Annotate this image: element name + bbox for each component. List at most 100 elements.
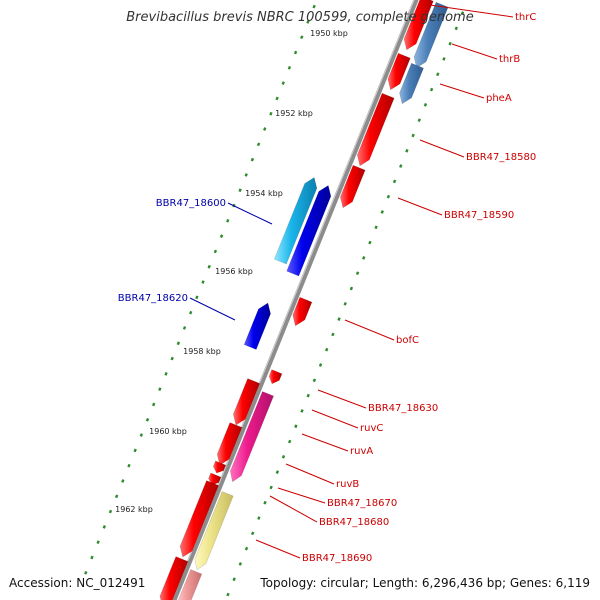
inner-tick-track	[238, 188, 242, 193]
outer-tick-track	[275, 470, 280, 474]
inner-tick-track	[250, 157, 255, 162]
outer-tick-track	[411, 133, 415, 138]
outer-tick-track	[318, 363, 323, 367]
outer-tick-track	[423, 103, 428, 107]
gene-label-leader	[397, 197, 443, 216]
inner-tick-track	[176, 341, 181, 346]
outer-tick-track	[374, 225, 378, 230]
inner-tick-track	[201, 280, 205, 284]
gene-label-leader	[344, 319, 395, 341]
inner-tick-track	[84, 570, 88, 575]
inner-tick-track	[219, 234, 224, 238]
gene-label-leader	[439, 83, 485, 99]
gene-label: bofC	[396, 335, 419, 346]
tick-label: 1950 kbp	[310, 29, 348, 38]
inner-tick-track	[269, 111, 273, 116]
outer-tick-track	[349, 286, 354, 291]
inner-tick-track	[121, 479, 125, 483]
gene-label-leader	[277, 487, 326, 504]
gene-label: thrB	[499, 54, 520, 65]
gene-label-leader	[227, 202, 273, 225]
outer-tick-track	[442, 57, 446, 61]
outer-tick-track	[362, 256, 366, 260]
outer-tick-track	[429, 87, 434, 92]
outer-tick-track	[232, 577, 236, 582]
gene-label-leader	[255, 539, 301, 559]
gene-bofC	[268, 369, 283, 385]
inner-tick-track	[293, 50, 298, 55]
inner-tick-track	[145, 417, 150, 422]
outer-tick-track	[343, 301, 347, 306]
outer-tick-track	[392, 179, 397, 184]
inner-tick-track	[108, 509, 113, 514]
gene-label: BBR47_18630	[368, 403, 438, 414]
tick-label: 1954 kbp	[245, 189, 283, 198]
gene-pink-track	[178, 569, 203, 600]
inner-tick-track	[96, 540, 100, 545]
gene-label: ruvB	[336, 479, 359, 490]
gene-label-leader	[269, 495, 318, 523]
outer-tick-track	[312, 378, 317, 383]
gene-label: BBR47_18600	[156, 198, 226, 209]
outer-tick-track	[417, 118, 421, 123]
tick-label: 1958 kbp	[183, 347, 221, 356]
outer-tick-track	[337, 317, 341, 321]
outer-tick-track	[399, 164, 403, 168]
outer-tick-track	[386, 194, 391, 199]
inner-tick-track	[189, 310, 193, 315]
gene-BBR47_18680	[159, 556, 189, 600]
tick-label: 1962 kbp	[115, 505, 153, 514]
outer-tick-track	[454, 26, 458, 31]
genome-backbone	[171, 0, 419, 600]
gene-label: BBR47_18680	[319, 517, 389, 528]
gene-ruvB	[208, 472, 222, 486]
inner-tick-track	[226, 219, 230, 223]
outer-tick-track	[436, 72, 440, 77]
outer-tick-track	[368, 240, 372, 245]
inner-tick-track	[207, 264, 211, 269]
genome-title: Brevibacillus brevis NBRC 100599, comple…	[126, 10, 474, 25]
inner-tick-track	[306, 20, 310, 24]
outer-tick-track	[325, 347, 329, 352]
outer-tick-track	[355, 271, 360, 276]
inner-tick-track	[164, 372, 168, 376]
outer-tick-track	[405, 148, 409, 153]
inner-tick-track	[213, 249, 218, 254]
gene-magenta-track	[229, 391, 274, 483]
inner-tick-track	[158, 387, 162, 392]
inner-tick-track	[263, 127, 267, 131]
outer-tick-track	[244, 546, 249, 551]
inner-tick-track	[244, 173, 248, 177]
inner-tick-track	[114, 494, 119, 499]
tick-label: 1956 kbp	[215, 267, 253, 276]
gene-label: pheA	[486, 93, 512, 104]
gene-label: BBR47_18590	[444, 210, 514, 221]
accession-text: Accession: NC_012491	[9, 576, 146, 590]
gene-label-leader	[285, 463, 335, 485]
gene-BBR47_18580	[340, 164, 366, 209]
outer-tick-track	[263, 500, 267, 505]
gene-BBR47_18670	[179, 480, 219, 558]
inner-tick-track	[133, 448, 137, 453]
inner-tick-track	[102, 525, 106, 529]
gene-label-leader	[429, 4, 514, 18]
inner-tick-track	[195, 295, 199, 300]
gene-ruvC	[216, 422, 243, 466]
outer-tick-track	[288, 439, 292, 444]
gene-label-leader	[189, 297, 236, 321]
tick-label: 1960 kbp	[149, 427, 187, 436]
outer-tick-track	[226, 592, 230, 597]
gene-label-leader	[301, 433, 349, 452]
gene-khaki-track	[194, 491, 234, 571]
gene-label-leader	[451, 43, 498, 60]
gene-reverse-1	[286, 185, 332, 277]
outer-tick-track	[380, 210, 384, 214]
outer-tick-track	[250, 531, 255, 536]
gene-BBR47_18690	[413, 1, 449, 69]
gene-reverse-2	[243, 302, 271, 350]
gene-label: BBR47_18670	[327, 498, 397, 509]
outer-tick-track	[269, 485, 273, 490]
inner-tick-track	[182, 326, 187, 330]
